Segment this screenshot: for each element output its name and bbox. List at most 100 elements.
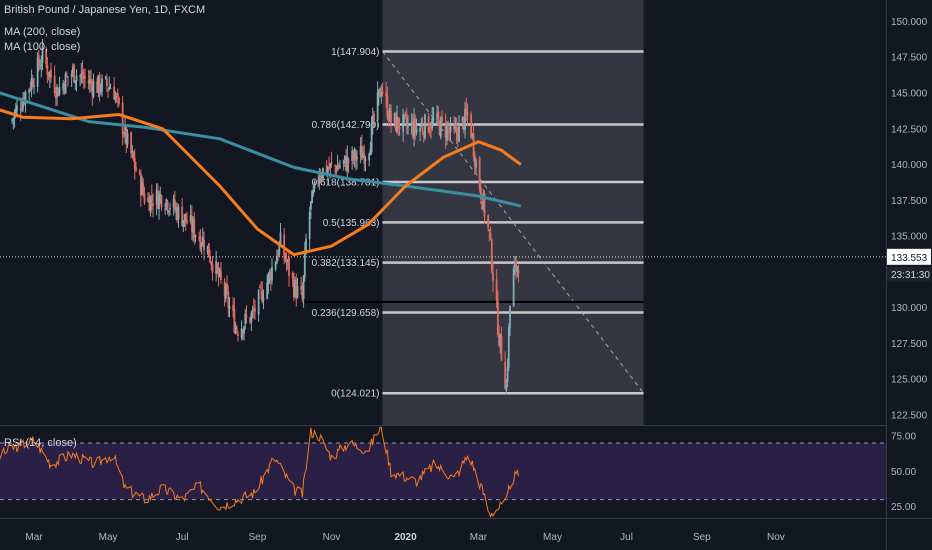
candle-body — [481, 201, 483, 210]
candle-body — [198, 237, 201, 239]
candle-body — [318, 176, 321, 185]
candle-body — [495, 279, 498, 301]
candle-body — [305, 238, 307, 253]
price-tick-label: 130.000 — [891, 303, 928, 314]
candle-body — [160, 195, 163, 208]
candle-body — [19, 108, 22, 110]
candle-body — [444, 122, 447, 139]
candle-body — [16, 105, 18, 111]
candle-body — [337, 165, 340, 168]
candle-body — [228, 306, 231, 309]
candle-body — [500, 335, 503, 361]
candle-body — [139, 173, 142, 196]
candle-body — [343, 155, 346, 161]
candle-body — [347, 158, 350, 163]
candle-body — [517, 269, 520, 274]
candle-body — [203, 240, 205, 251]
price-tick-label: 127.500 — [891, 339, 928, 350]
fib-level-label: 0.236(129.658) — [312, 308, 380, 319]
ma100-legend[interactable]: MA (100, close) — [4, 41, 81, 53]
candle-body — [275, 256, 278, 264]
fib-level-label: 0.786(142.799) — [312, 120, 380, 131]
candle-body — [155, 189, 158, 205]
candle-body — [513, 263, 516, 268]
candle-body — [278, 243, 281, 255]
candle-body — [499, 333, 502, 344]
candle-body — [505, 384, 508, 391]
candle-body — [40, 65, 43, 67]
candle-body — [262, 298, 265, 301]
candle-body — [428, 130, 431, 132]
candle-body — [223, 281, 226, 296]
price-tick-label: 140.000 — [891, 160, 928, 171]
candle-body — [24, 91, 27, 104]
rsi-line[interactable] — [0, 426, 519, 518]
current-price-tag[interactable] — [887, 248, 931, 265]
candle-body — [373, 113, 375, 121]
candle-body — [431, 117, 434, 129]
candle-body — [245, 315, 248, 318]
candle-body — [410, 122, 413, 126]
candle-body — [226, 283, 228, 293]
ma200-line[interactable] — [0, 90, 522, 208]
candle-body — [368, 154, 371, 161]
ma100-line[interactable] — [0, 107, 522, 257]
candle-body — [381, 91, 384, 94]
time-tick-label: May — [543, 532, 562, 543]
candle-body — [498, 333, 500, 347]
price-tick-label: 150.000 — [891, 17, 928, 28]
candle-body — [53, 75, 56, 94]
candle-body — [33, 85, 35, 87]
fib-range-region[interactable] — [382, 0, 644, 425]
rsi-legend[interactable]: RSI (14, close) — [4, 437, 77, 449]
candle-body — [125, 125, 128, 145]
candle-body — [65, 75, 68, 77]
candle-body — [14, 108, 17, 115]
time-tick-label: Nov — [323, 532, 341, 543]
candle-body — [132, 151, 135, 160]
candle-body — [244, 313, 247, 324]
candle-body — [387, 117, 390, 121]
candle-body — [360, 146, 363, 160]
candle-body — [105, 78, 108, 87]
candle-body — [50, 69, 52, 78]
candle-body — [250, 312, 253, 322]
price-tick-label: 142.500 — [891, 124, 928, 135]
candle-body — [453, 125, 456, 130]
candle-body — [36, 57, 39, 87]
candle-body — [359, 146, 362, 155]
candle-body — [148, 197, 151, 211]
candle-body — [159, 194, 162, 197]
ma200-legend[interactable]: MA (200, close) — [4, 26, 81, 38]
candle-body — [379, 88, 381, 98]
candle-body — [326, 169, 329, 174]
symbol-legend[interactable]: British Pound / Japanese Yen, 1D, FXCM — [4, 4, 206, 16]
candle-body — [308, 212, 311, 240]
candle-body — [22, 99, 24, 109]
candle-body — [475, 160, 477, 168]
candle-body — [328, 166, 330, 170]
candle-body — [207, 243, 210, 258]
time-tick-label: Nov — [767, 532, 785, 543]
candle-body — [296, 286, 299, 298]
candle-body — [56, 86, 58, 97]
candle-body — [73, 64, 75, 83]
candle-body — [235, 327, 238, 333]
candle-body — [90, 79, 92, 84]
candle-body — [152, 203, 154, 207]
candle-body — [211, 264, 214, 273]
candle-body — [98, 74, 101, 94]
candle-body — [158, 193, 160, 210]
candle-body — [309, 201, 312, 210]
candle-body — [165, 199, 168, 207]
candle-body — [138, 172, 141, 174]
price-tick-label: 147.500 — [891, 53, 928, 64]
candle-body — [249, 317, 252, 323]
candle-body — [403, 114, 406, 116]
candle-body — [482, 193, 485, 210]
candle-body — [141, 181, 143, 195]
fib-level-label: 1(147.904) — [331, 47, 379, 58]
candle-body — [201, 237, 204, 246]
candle-body — [30, 78, 33, 90]
